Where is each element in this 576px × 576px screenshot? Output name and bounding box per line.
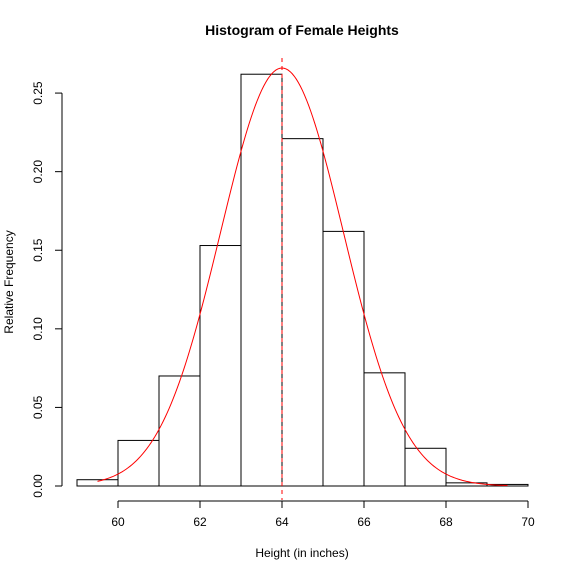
x-axis-label: Height (in inches) xyxy=(255,546,348,560)
y-tick-label-4: 0.20 xyxy=(31,160,45,184)
histogram-bar-4 xyxy=(240,73,283,487)
x-axis: 60 62 64 66 68 70 xyxy=(111,500,535,529)
histogram-bar-7 xyxy=(363,372,406,487)
y-tick-label-3: 0.15 xyxy=(31,238,45,262)
x-tick-label-0: 60 xyxy=(111,515,125,529)
y-axis: 0.00 0.05 0.10 0.15 0.20 0.25 xyxy=(31,81,63,498)
histogram-bar-5 xyxy=(281,138,324,487)
chart-title: Histogram of Female Heights xyxy=(205,22,399,38)
histogram-bar-6 xyxy=(322,230,365,487)
histogram-bar-3 xyxy=(199,245,242,487)
density-curve xyxy=(97,67,508,486)
x-tick-label-5: 70 xyxy=(521,515,535,529)
histogram-bar-2 xyxy=(158,375,201,487)
histogram-bars xyxy=(76,73,529,487)
x-tick-label-2: 64 xyxy=(275,515,289,529)
y-tick-label-0: 0.00 xyxy=(31,474,45,498)
histogram-bar-1 xyxy=(117,439,160,487)
x-tick-label-3: 66 xyxy=(357,515,371,529)
histogram-bar-0 xyxy=(76,479,119,487)
y-axis-label: Relative Frequency xyxy=(2,230,16,333)
x-tick-label-1: 62 xyxy=(193,515,207,529)
y-tick-label-2: 0.10 xyxy=(31,317,45,341)
x-tick-label-4: 68 xyxy=(439,515,453,529)
y-tick-label-5: 0.25 xyxy=(31,81,45,105)
density-curve-group xyxy=(97,58,508,500)
histogram-bar-8 xyxy=(404,447,447,487)
y-tick-label-1: 0.05 xyxy=(31,395,45,419)
